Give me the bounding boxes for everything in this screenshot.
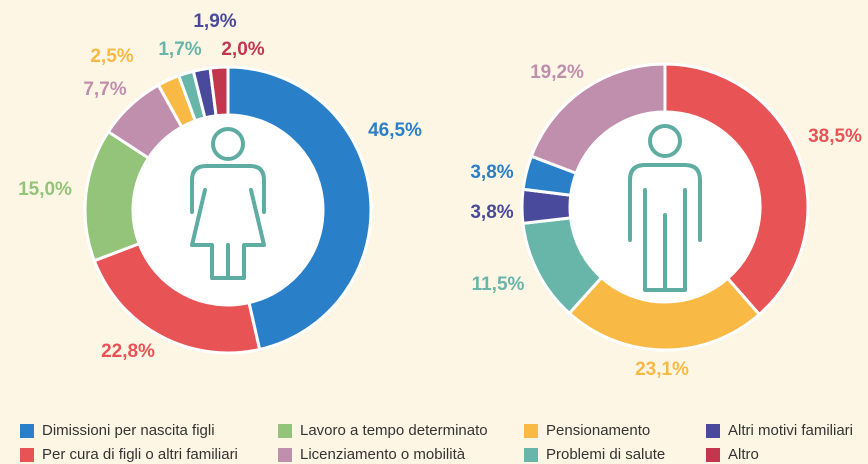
donut-segment — [226, 65, 373, 352]
legend-swatch — [278, 424, 292, 438]
icon-head — [648, 124, 682, 158]
value-label: 1,7% — [158, 39, 201, 60]
icon-body — [628, 163, 702, 292]
legend-label: Altro — [728, 446, 759, 463]
value-label: 3,8% — [470, 202, 513, 223]
value-label: 2,0% — [221, 39, 264, 60]
legend-label: Lavoro a tempo determinato — [300, 422, 488, 439]
value-label: 1,9% — [193, 11, 236, 32]
legend-label: Altri motivi familiari — [728, 422, 853, 439]
value-label: 7,7% — [83, 79, 126, 100]
legend-swatch — [524, 448, 538, 462]
legend-label: Problemi di salute — [546, 446, 665, 463]
value-label: 46,5% — [368, 120, 422, 141]
legend-swatch — [706, 448, 720, 462]
value-label: 22,8% — [101, 341, 155, 362]
value-label: 23,1% — [635, 359, 689, 380]
legend-label: Dimissioni per nascita figli — [42, 422, 215, 439]
value-label: 2,5% — [90, 46, 133, 67]
female-icon — [190, 127, 266, 280]
legend-swatch — [278, 448, 292, 462]
donut-hole — [134, 116, 322, 304]
legend-label: Pensionamento — [546, 422, 650, 439]
legend-swatch — [524, 424, 538, 438]
donut-hole — [571, 113, 759, 301]
icon-head — [211, 127, 245, 161]
donut-segment — [663, 62, 810, 317]
donut-segment — [208, 65, 230, 118]
value-label: 38,5% — [808, 126, 862, 147]
legend-swatch — [20, 448, 34, 462]
legend-label: Licenziamento o mobilità — [300, 446, 466, 463]
legend-swatch — [706, 424, 720, 438]
donut-segment — [529, 62, 667, 176]
value-label: 19,2% — [530, 62, 584, 83]
legend-swatch — [20, 424, 34, 438]
value-label: 15,0% — [18, 179, 72, 200]
male-icon — [628, 124, 702, 292]
icon-body — [190, 164, 266, 280]
legend-label: Per cura di figli o altri familiari — [42, 446, 238, 463]
value-label: 3,8% — [470, 162, 513, 183]
value-label: 11,5% — [472, 274, 525, 295]
